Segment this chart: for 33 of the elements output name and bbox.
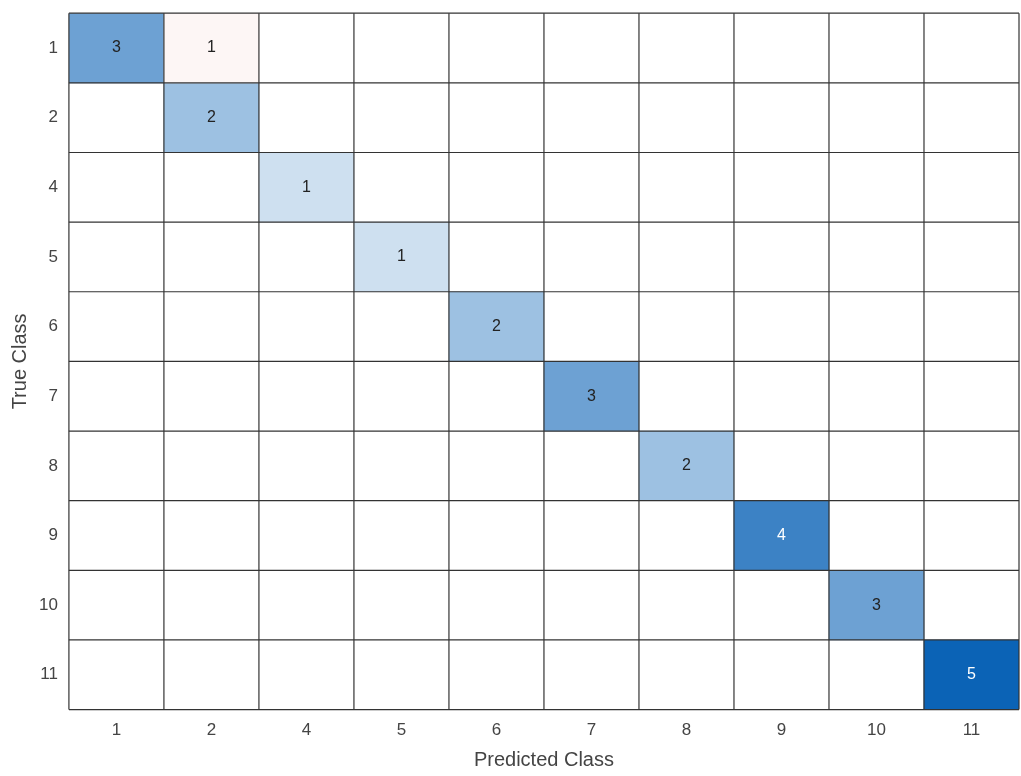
y-tick-label: 4 [48,176,58,196]
data-label: 1 [301,177,311,195]
data-label: 2 [206,108,216,126]
y-tick-label: 8 [48,455,58,475]
data-label: 3 [872,595,882,613]
x-tick-label: 4 [301,720,312,740]
data-label: 3 [111,38,121,56]
y-tick-label: 10 [38,594,58,614]
data-label: 1 [206,38,216,56]
x-axis-title: Predicted Class [473,747,614,770]
data-label: 1 [396,247,406,265]
x-tick-label: 9 [776,720,787,740]
x-tick-label: 8 [681,720,692,740]
data-label: 5 [967,665,977,683]
data-label: 4 [777,525,787,543]
x-tick-label: 7 [586,720,597,740]
y-tick-label: 1 [48,37,58,57]
x-tick-label: 2 [206,720,217,740]
y-tick-label: 11 [40,664,58,684]
x-tick-label: 6 [491,720,502,740]
x-tick-label: 11 [962,720,981,740]
data-label: 2 [492,316,501,334]
y-axis-title: True Class [7,313,30,410]
data-label: 3 [587,386,597,404]
y-tick-label: 2 [48,107,58,127]
y-tick-label: 7 [48,385,58,405]
x-tick-label: 10 [867,720,886,740]
y-tick-label: 6 [48,316,58,336]
x-tick-label: 1 [111,720,122,740]
y-tick-label: 5 [48,246,58,266]
x-tick-label: 5 [396,720,407,740]
data-label: 2 [682,456,692,474]
y-tick-label: 9 [48,525,58,545]
